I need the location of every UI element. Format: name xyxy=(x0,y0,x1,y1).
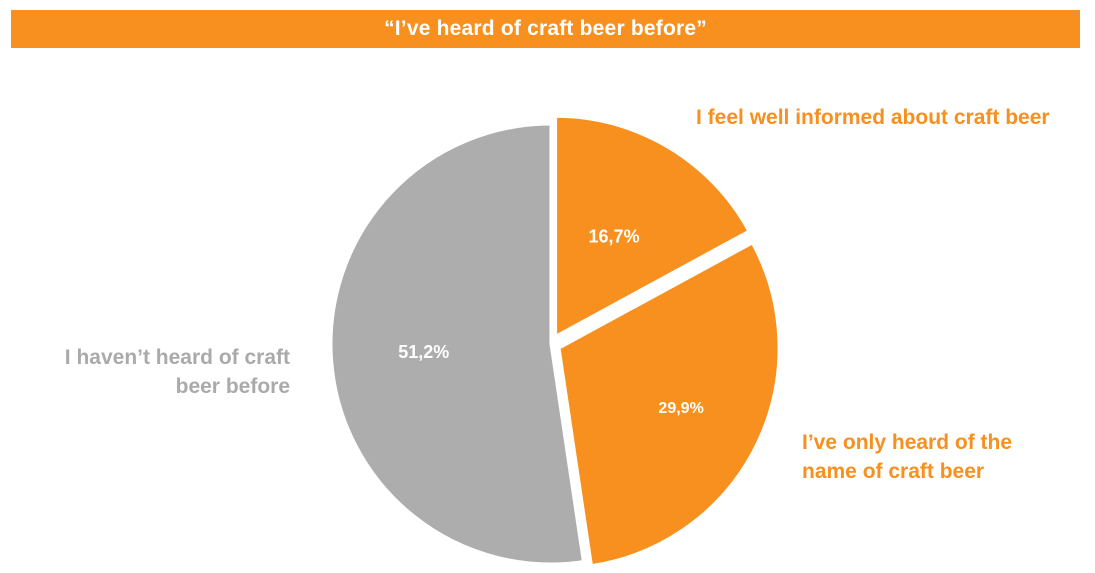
value-label-heard-name-only: 29,9% xyxy=(658,400,703,417)
label-not-heard-line-2: beer before xyxy=(175,375,290,398)
value-label-well-informed: 16,7% xyxy=(589,227,640,247)
slice-well-informed xyxy=(554,114,751,339)
slice-not-heard xyxy=(329,122,586,566)
label-well-informed: I feel well informed about craft beer xyxy=(696,103,1050,132)
label-heard-name-only-line-1: I’ve only heard of the xyxy=(802,431,1013,454)
label-well-informed-line-1: I feel well informed about craft beer xyxy=(696,106,1050,129)
label-heard-name-only-line-2: name of craft beer xyxy=(802,460,985,483)
title-bar: “I’ve heard of craft beer before” xyxy=(11,10,1080,48)
value-label-not-heard: 51,2% xyxy=(398,342,449,362)
label-not-heard-line-1: I haven’t heard of craft xyxy=(64,346,290,369)
chart-title: “I’ve heard of craft beer before” xyxy=(384,17,707,40)
slice-heard-name-only xyxy=(557,240,781,568)
label-heard-name-only: I’ve only heard of the name of craft bee… xyxy=(802,428,1062,486)
label-not-heard: I haven’t heard of craft beer before xyxy=(40,343,290,401)
